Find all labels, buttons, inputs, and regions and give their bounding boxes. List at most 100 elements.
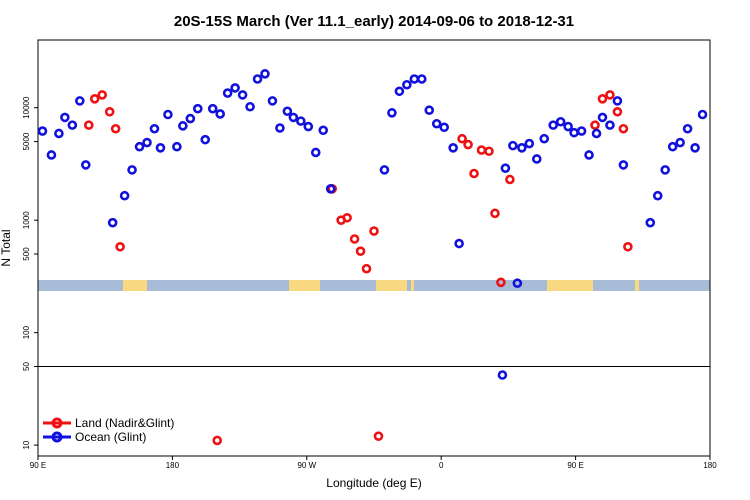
land-point xyxy=(612,106,623,117)
surface-band xyxy=(38,280,710,291)
ocean-point xyxy=(555,116,566,127)
ocean-point xyxy=(612,96,623,106)
x-axis-label: Longitude (deg E) xyxy=(326,476,421,490)
ocean-point xyxy=(282,106,293,117)
ocean-point xyxy=(697,109,708,120)
land-point xyxy=(110,123,121,134)
ocean-point xyxy=(54,128,64,139)
ocean-point xyxy=(200,134,211,145)
legend-ocean-marker xyxy=(51,431,63,443)
ocean-point xyxy=(500,163,511,173)
land-segment xyxy=(547,280,593,291)
y-tick-label: 1000 xyxy=(22,211,31,229)
ocean-point xyxy=(296,116,306,126)
ocean-point xyxy=(652,190,663,201)
y-tick-label: 5000 xyxy=(22,132,31,150)
ocean-point xyxy=(584,150,594,160)
ocean-point xyxy=(387,108,397,118)
legend-ocean-label: Ocean (Glint) xyxy=(75,430,146,444)
x-tick-label: 180 xyxy=(166,461,180,470)
ocean-point xyxy=(275,123,285,133)
land-point xyxy=(605,90,615,100)
land-point xyxy=(618,123,629,134)
y-tick-label: 100 xyxy=(22,325,31,339)
ocean-point xyxy=(222,88,233,98)
y-tick-label: 50 xyxy=(22,361,31,370)
ocean-point xyxy=(402,79,412,90)
land-point xyxy=(457,133,467,144)
ocean-point xyxy=(237,90,248,100)
ocean-point xyxy=(645,217,656,228)
ocean-point xyxy=(245,101,255,112)
ocean-point xyxy=(439,122,449,133)
ocean-point xyxy=(517,143,527,153)
ocean-point xyxy=(409,74,420,84)
land-segment xyxy=(635,280,639,291)
ocean-point xyxy=(667,141,678,152)
land-point xyxy=(373,431,384,441)
ocean-point xyxy=(497,370,508,380)
ocean-point xyxy=(675,137,685,148)
legend-land-marker xyxy=(51,417,63,429)
ocean-point xyxy=(178,121,188,131)
ocean-point xyxy=(325,184,336,194)
y-axis-label: N Total xyxy=(0,229,13,266)
x-tick-label: 90 W xyxy=(297,461,316,470)
land-point xyxy=(484,146,494,157)
ocean-point xyxy=(207,103,218,114)
land-point xyxy=(490,208,500,219)
ocean-point xyxy=(37,126,48,136)
ocean-point xyxy=(185,113,196,124)
ocean-point xyxy=(119,190,130,201)
ocean-point xyxy=(563,121,573,132)
ocean-point xyxy=(512,278,523,289)
land-point xyxy=(349,234,360,244)
x-tick-label: 90 E xyxy=(30,461,46,470)
ocean-point xyxy=(416,74,427,84)
land-point xyxy=(476,145,487,155)
land-point xyxy=(590,120,600,130)
land-point xyxy=(496,277,506,288)
legend: Land (Nadir&Glint) Ocean (Glint) xyxy=(43,416,174,444)
ocean-point xyxy=(454,238,464,249)
land-segment xyxy=(376,280,407,291)
ocean-point xyxy=(379,165,390,175)
ocean-point xyxy=(424,105,435,116)
ocean-point xyxy=(134,141,145,152)
ocean-point xyxy=(149,123,160,134)
ocean-point xyxy=(142,137,152,148)
land-point xyxy=(89,94,100,104)
ocean-point xyxy=(230,83,240,93)
ocean-point xyxy=(267,96,278,106)
ocean-point xyxy=(605,120,615,130)
land-segment xyxy=(123,280,147,291)
ocean-point xyxy=(75,96,85,106)
ocean-point xyxy=(172,141,182,152)
ocean-point xyxy=(107,217,118,228)
ocean-point xyxy=(394,86,405,97)
ocean-point xyxy=(215,109,225,119)
ocean-point xyxy=(448,143,458,153)
ocean-point xyxy=(192,103,203,114)
ocean-point xyxy=(252,74,263,84)
ocean-point xyxy=(310,147,321,158)
land-point xyxy=(97,90,108,100)
ocean-point xyxy=(288,112,299,123)
chart-title: 20S-15S March (Ver 11.1_early) 2014-09-0… xyxy=(174,13,574,30)
ocean-point xyxy=(597,112,608,123)
ocean-point xyxy=(524,138,535,149)
ocean-point xyxy=(431,118,442,129)
ocean-point xyxy=(80,160,91,170)
ocean-point xyxy=(46,150,57,160)
x-tick-label: 0 xyxy=(439,461,444,470)
land-point xyxy=(505,174,515,185)
land-point xyxy=(83,120,94,130)
y-tick-label: 500 xyxy=(22,247,31,261)
ocean-point xyxy=(303,121,314,132)
ocean-point xyxy=(548,120,559,130)
y-axis: 10 50 100 500 1000 5000 10000 xyxy=(22,96,38,450)
ocean-point xyxy=(508,140,518,151)
plot-frame xyxy=(37,39,711,457)
ocean-point xyxy=(60,112,70,123)
